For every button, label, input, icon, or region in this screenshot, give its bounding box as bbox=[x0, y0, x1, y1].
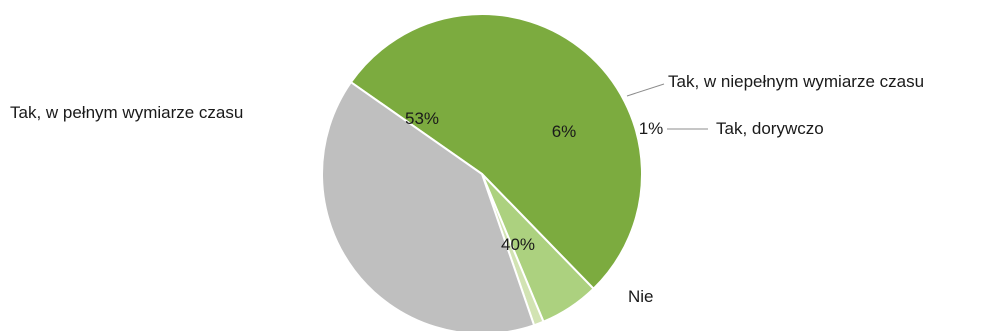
slice-value-label-full-time: 53% bbox=[405, 109, 439, 128]
leader-lines bbox=[626, 83, 708, 130]
slice-value-label-no: 40% bbox=[501, 235, 535, 254]
leader-line-part-time bbox=[626, 83, 665, 97]
pie-slices bbox=[321, 13, 643, 331]
category-label-full-time: Tak, w pełnym wymiarze czasu bbox=[10, 103, 243, 122]
slice-value-label-occasional: 1% bbox=[639, 119, 664, 138]
category-label-occasional: Tak, dorywczo bbox=[716, 119, 824, 138]
slice-full-time bbox=[349, 13, 643, 291]
category-label-part-time: Tak, w niepełnym wymiarze czasu bbox=[668, 72, 924, 91]
category-label-no: Nie bbox=[628, 287, 654, 306]
slice-value-label-part-time: 6% bbox=[552, 122, 577, 141]
slice-no bbox=[321, 80, 536, 331]
